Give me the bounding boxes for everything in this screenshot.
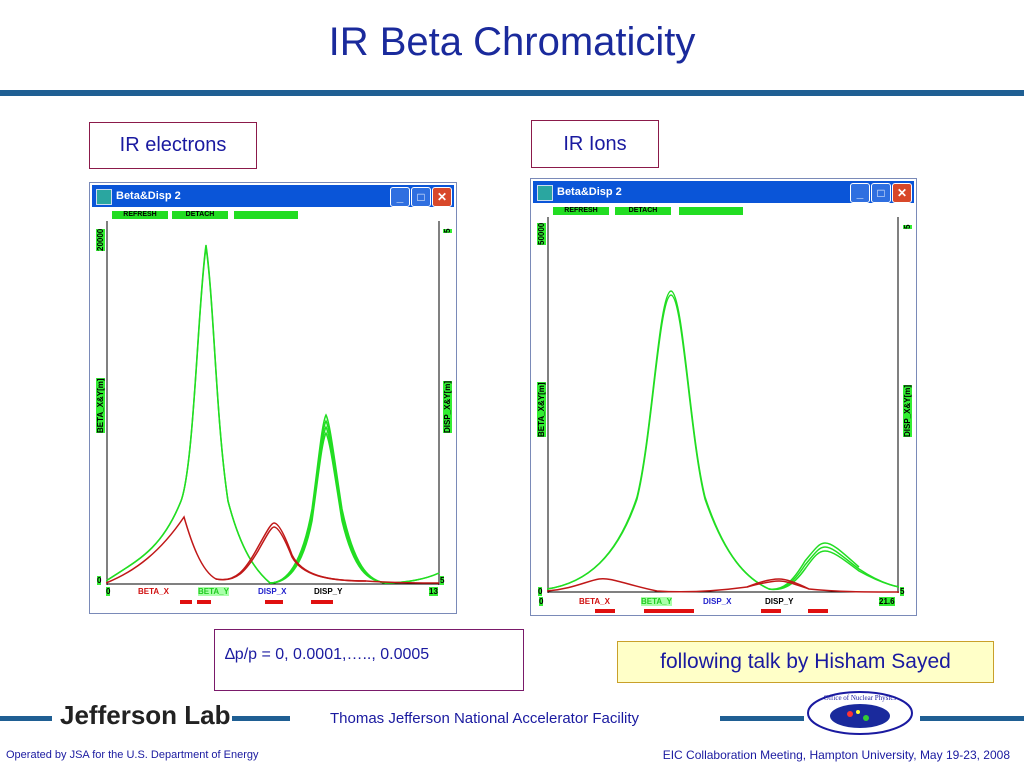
left-window-title: Beta&Disp 2 [116,190,181,202]
legend-disp-x: DISP_X [703,597,732,606]
bottom-rule-right [720,716,804,721]
maximize-button[interactable]: □ [871,183,891,203]
app-icon [537,185,553,201]
y-bottom-label: 0 [538,587,543,596]
x-end-label: 13 [429,587,438,596]
minimize-button[interactable]: _ [390,187,410,207]
footer-meeting: EIC Collaboration Meeting, Hampton Unive… [662,748,1010,762]
left-label: IR electrons [119,134,227,156]
detach-button[interactable]: DETACH [615,207,671,215]
magnet-marker [595,609,615,613]
bottom-rule-left [0,716,52,721]
right-plot-window: Beta&Disp 2 _ □ ✕ REFRESH DETACH 50000 B… [530,178,917,616]
right-window-title: Beta&Disp 2 [557,186,622,198]
beta-x-curves [106,515,440,584]
momentum-spread-box: ∆p/p = 0, 0.0001,….., 0.0005 [214,629,524,691]
magnet-marker [265,600,283,604]
status-bar [234,211,298,219]
x-start-label: 0 [539,597,544,606]
beta-y-curves [106,244,440,584]
legend-beta-x: BETA_X [579,597,610,606]
footer-operator: Operated by JSA for the U.S. Department … [6,749,259,761]
y-top-label: 50000 [537,222,546,245]
maximize-button[interactable]: □ [411,187,431,207]
follow-talk-note: following talk by Hisham Sayed [617,641,994,683]
minimize-button[interactable]: _ [850,183,870,203]
legend-disp-y: DISP_Y [765,597,794,606]
y-bottom-label: 0 [97,576,102,585]
y-right-top-label: 5 [443,228,452,233]
left-label-box: IR electrons [89,122,257,169]
y-right-bottom-label: 5 [440,576,445,585]
right-window-titlebar: Beta&Disp 2 _ □ ✕ [533,181,914,203]
left-plot [106,221,440,585]
app-icon [96,189,112,205]
legend-beta-y: BETA_Y [198,587,229,596]
logo-text: Jefferson Lab [60,700,231,730]
close-button[interactable]: ✕ [892,183,912,203]
left-plot-window: Beta&Disp 2 _ □ ✕ REFRESH DETACH 20000 B… [89,182,457,614]
legend-disp-y: DISP_Y [314,587,343,596]
refresh-button[interactable]: REFRESH [112,211,168,219]
magnet-marker [180,600,192,604]
office-nuclear-physics-logo: Office of Nuclear Physics [807,691,913,735]
footer-facility: Thomas Jefferson National Accelerator Fa… [330,710,640,727]
magnet-marker [197,600,211,604]
legend-beta-x: BETA_X [138,587,169,596]
beta-y-curves [547,290,899,591]
top-rule [0,90,1024,96]
right-label-box: IR Ions [531,120,659,168]
right-plot [547,217,899,593]
magnet-marker [761,609,781,613]
right-label: IR Ions [563,133,627,155]
detach-button[interactable]: DETACH [172,211,228,219]
refresh-button[interactable]: REFRESH [553,207,609,215]
y-left-axis-label: BETA_X&Y[m] [96,378,105,433]
legend-beta-y: BETA_Y [641,597,672,606]
beta-x-curves [547,577,899,593]
y-left-axis-label: BETA_X&Y[m] [537,382,546,437]
x-end-label: 21.6 [879,597,895,606]
magnet-marker [311,600,333,604]
magnet-marker [808,609,828,613]
bottom-rule-mid [232,716,290,721]
jefferson-lab-logo: Jefferson Lab [60,700,231,731]
momentum-spread-text: ∆p/p = 0, 0.0001,….., 0.0005 [225,646,430,663]
y-right-axis-label: DISP_X&Y[m] [443,380,452,433]
y-top-label: 20000 [96,228,105,251]
onp-logo-text: Office of Nuclear Physics [824,694,897,702]
left-window-titlebar: Beta&Disp 2 _ □ ✕ [92,185,454,207]
slide-title: IR Beta Chromaticity [328,20,696,64]
bottom-rule-far-right [920,716,1024,721]
y-right-bottom-label: 5 [900,587,905,596]
y-right-axis-label: DISP_X&Y[m] [903,384,912,437]
magnet-marker [644,609,694,613]
status-bar [679,207,743,215]
legend-disp-x: DISP_X [258,587,287,596]
x-start-label: 0 [106,587,111,596]
y-right-top-label: 5 [903,224,912,229]
close-button[interactable]: ✕ [432,187,452,207]
